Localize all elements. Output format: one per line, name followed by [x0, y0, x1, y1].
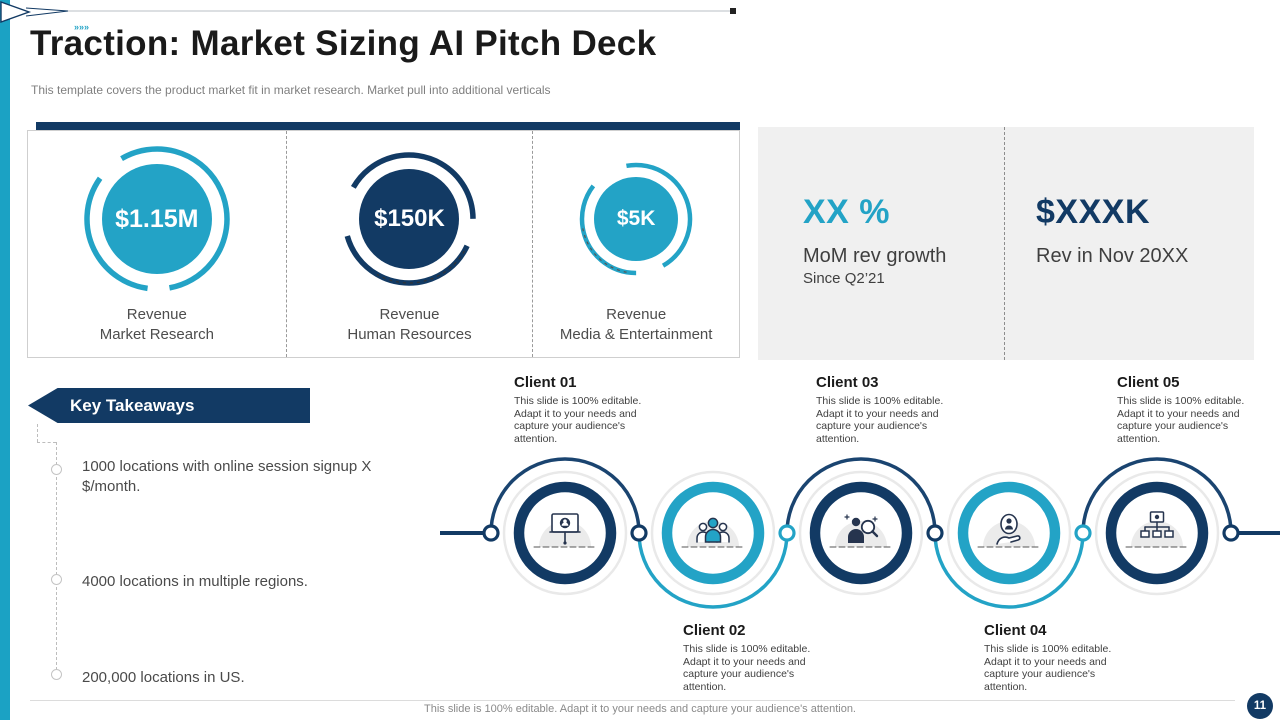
page-number-badge: 11: [1247, 693, 1273, 719]
connector-dot: [926, 524, 944, 542]
takeaway-item: 200,000 locations in US.: [82, 669, 245, 686]
takeaway-bullet-icon: [51, 669, 62, 680]
footer-divider: [30, 700, 1235, 701]
client-description: This slide is 100% editable. Adapt it to…: [984, 643, 1112, 693]
nov-revenue-label: Rev in Nov 20XX: [1036, 245, 1189, 267]
connector-dot: [1222, 524, 1240, 542]
takeaway-item: 1000 locations with online session signu…: [82, 458, 372, 495]
line-end-marker: [730, 8, 736, 14]
navy-ring-chart-icon: [342, 152, 477, 286]
mom-growth-value: XX %: [803, 193, 891, 231]
revenue-circle: $5K: [556, 139, 716, 299]
takeaway-connector-line: [37, 424, 38, 442]
client-description: This slide is 100% editable. Adapt it to…: [816, 395, 944, 445]
client-description: This slide is 100% editable. Adapt it to…: [1117, 395, 1245, 445]
revenue-value: $5K: [616, 207, 656, 230]
chevron-arrow-icon: [0, 1, 32, 23]
revenue-value: $1.15M: [115, 204, 199, 233]
client-name: Client 02: [683, 622, 746, 639]
takeaway-bullet-icon: [51, 574, 62, 585]
connector-dot: [778, 524, 796, 542]
client-name: Client 01: [514, 374, 577, 391]
client-02-block: Client 02 This slide is 100% editable. A…: [683, 622, 815, 693]
revenue-label: Revenue Media & Entertainment: [559, 306, 713, 343]
takeaway-connector-line: [56, 442, 57, 675]
revenue-circle: $1.15M: [77, 139, 237, 299]
revenue-circle: $150K: [329, 139, 489, 299]
client-description: This slide is 100% editable. Adapt it to…: [514, 395, 642, 445]
teal-ring-chart-icon: [84, 146, 230, 292]
teal-ring-chart-icon: [579, 162, 693, 276]
page-subtitle: This template covers the product market …: [31, 83, 551, 97]
nov-revenue-stat: $XXXK Rev in Nov 20XX: [1005, 127, 1254, 360]
mom-growth-stat: XX % MoM rev growth Since Q2’21: [758, 127, 1005, 360]
revenue-stat-market-research: $1.15M Revenue Market Research: [28, 131, 286, 357]
mom-growth-sublabel: Since Q2’21: [803, 270, 885, 287]
key-takeaways-heading: Key Takeaways: [70, 395, 195, 415]
client-name: Client 03: [816, 374, 879, 391]
revenue-box-top-bar: [36, 122, 740, 130]
client-05-block: Client 05 This slide is 100% editable. A…: [1117, 374, 1249, 445]
client-description: This slide is 100% editable. Adapt it to…: [683, 643, 811, 693]
client-01-block: Client 01 This slide is 100% editable. A…: [514, 374, 646, 445]
key-takeaways-banner: Key Takeaways: [28, 388, 310, 423]
customer-care-icon: [977, 513, 1041, 548]
connector-dot: [1074, 524, 1092, 542]
takeaway-item: 4000 locations in multiple regions.: [82, 573, 308, 590]
header-flourish: »»»: [0, 1, 736, 32]
chevron-marks: »»»: [74, 22, 89, 32]
page-title: Traction: Market Sizing AI Pitch Deck: [30, 24, 657, 63]
revenue-value: $150K: [374, 205, 445, 232]
growth-stats-panel: XX % MoM rev growth Since Q2’21 $XXXK Re…: [758, 127, 1254, 360]
client-04-block: Client 04 This slide is 100% editable. A…: [984, 622, 1116, 693]
nov-revenue-value: $XXXK: [1036, 193, 1150, 231]
client-03-block: Client 03 This slide is 100% editable. A…: [816, 374, 948, 445]
team-icon: [681, 517, 745, 548]
network-icon: [1125, 511, 1189, 548]
revenue-stat-media-entertainment: $5K Revenue Media & Entertainment: [532, 131, 739, 357]
video-call-icon: [533, 513, 597, 548]
edge-accent-bar: [0, 0, 10, 720]
connector-dot: [630, 524, 648, 542]
talent-search-icon: [829, 514, 893, 548]
revenue-label: Revenue Human Resources: [347, 306, 472, 343]
takeaway-connector-line: [37, 442, 56, 443]
revenue-stat-human-resources: $150K Revenue Human Resources: [285, 131, 533, 357]
connector-dot: [482, 524, 500, 542]
revenue-stats-box: $1.15M Revenue Market Research $150K Rev…: [27, 130, 740, 358]
mom-growth-label: MoM rev growth: [803, 245, 947, 267]
client-name: Client 05: [1117, 374, 1180, 391]
client-timeline-graphic: [440, 457, 1280, 609]
revenue-label: Revenue Market Research: [99, 306, 214, 343]
takeaway-bullet-icon: [51, 464, 62, 475]
footer-note: This slide is 100% editable. Adapt it to…: [424, 703, 856, 715]
client-name: Client 04: [984, 622, 1047, 639]
